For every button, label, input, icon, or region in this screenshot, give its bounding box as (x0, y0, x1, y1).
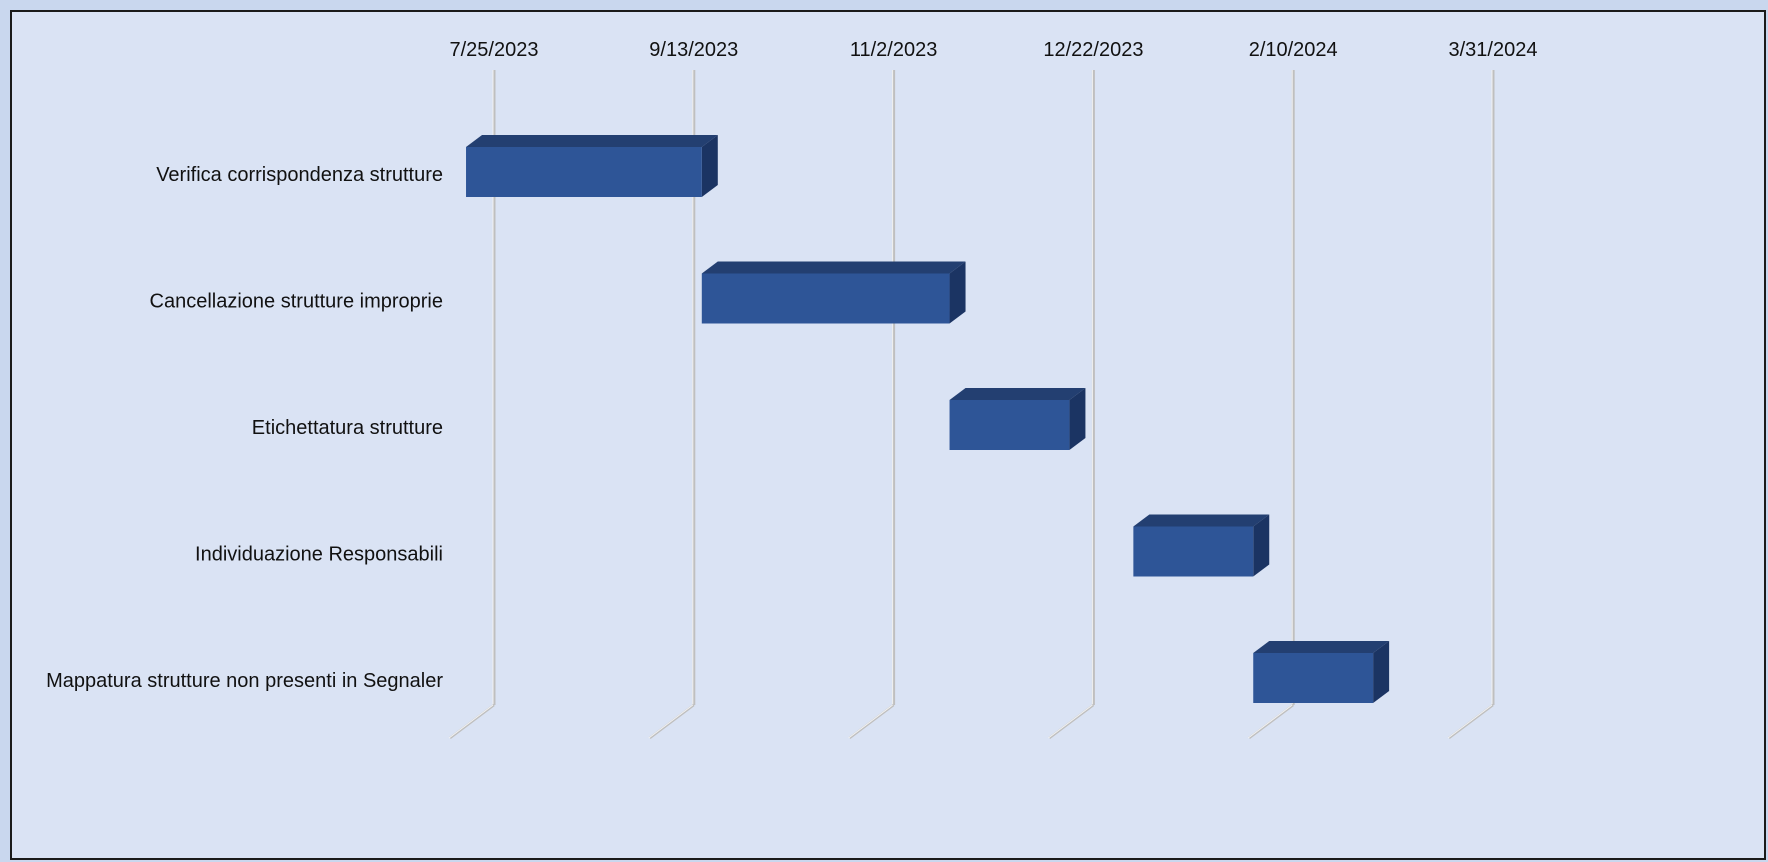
gridline (1447, 70, 1495, 739)
x-tick-label: 11/2/2023 (850, 39, 938, 61)
x-tick-label: 2/10/2024 (1249, 39, 1338, 61)
gridline (1048, 70, 1095, 739)
task-bar (1133, 514, 1270, 577)
chart-frame: 7/25/2023 9/13/2023 11/2/2023 12/22/2023 2/1… (10, 10, 1766, 860)
task-label: Individuazione Responsabili (195, 544, 443, 566)
task-bar (701, 261, 966, 324)
task-bar (1253, 641, 1390, 703)
task-label: Cancellazione strutture improprie (150, 291, 443, 313)
task-label: Verifica corrispondenza strutture (156, 164, 443, 186)
task-label: Etichettatura strutture (252, 417, 443, 439)
gridline (1247, 70, 1295, 739)
x-tick-label: 9/13/2023 (649, 39, 738, 61)
y-axis-labels: Verifica corrispondenza strutture Cancell… (46, 164, 443, 692)
task-bar (466, 135, 718, 197)
x-axis-ticks: 7/25/2023 9/13/2023 11/2/2023 12/22/2023 2/1… (450, 39, 1538, 61)
x-tick-label: 3/31/2024 (1449, 39, 1538, 61)
task-bar (949, 388, 1086, 450)
bars (466, 135, 1390, 703)
x-tick-label: 12/22/2023 (1043, 39, 1143, 61)
x-tick-label: 7/25/2023 (450, 39, 539, 61)
task-label: Mappatura strutture non presenti in Segn… (46, 670, 443, 692)
gantt-chart: 7/25/2023 9/13/2023 11/2/2023 12/22/2023 2/1… (46, 39, 1538, 739)
gridline (848, 70, 896, 739)
